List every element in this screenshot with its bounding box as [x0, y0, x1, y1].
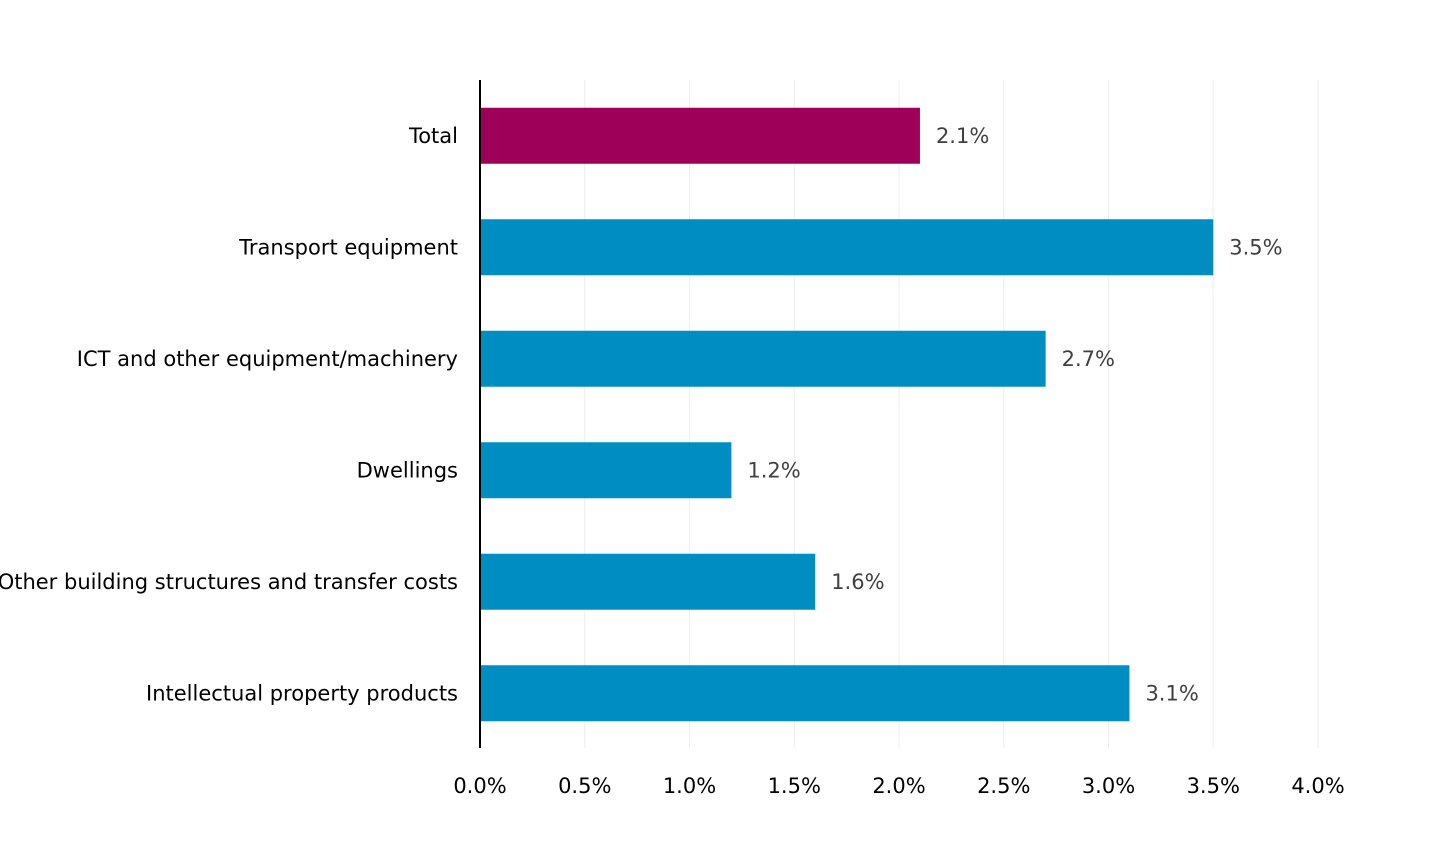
x-tick-label: 3.0% — [1082, 774, 1135, 798]
bar — [480, 107, 920, 164]
data-label: 1.6% — [831, 570, 884, 594]
x-tick-label: 3.5% — [1187, 774, 1240, 798]
data-label: 3.5% — [1229, 235, 1282, 259]
bars — [480, 107, 1214, 722]
category-label: Transport equipment — [238, 235, 458, 259]
gridlines — [584, 80, 1319, 748]
data-label: 3.1% — [1145, 681, 1198, 705]
x-tick-label: 1.5% — [768, 774, 821, 798]
category-label: ICT and other equipment/machinery — [77, 347, 458, 371]
x-tick-label: 2.5% — [977, 774, 1030, 798]
x-tick-label: 0.5% — [558, 774, 611, 798]
bar — [480, 330, 1046, 387]
data-label: 1.2% — [747, 458, 800, 482]
category-label: Total — [408, 124, 458, 148]
category-labels: Total Transport equipment ICT and other eq… — [0, 124, 458, 706]
category-label: Intellectual property products — [146, 681, 458, 705]
x-tick-label: 4.0% — [1291, 774, 1344, 798]
bar — [480, 665, 1130, 722]
x-axis-tick-labels: 0.0% 0.5% 1.0% 1.5% 2.0% 2.5% 3.0% 3.5% 4.0% — [453, 774, 1344, 798]
x-tick-label: 1.0% — [663, 774, 716, 798]
bar — [480, 442, 732, 499]
category-label: Other building structures and transfer c… — [0, 570, 458, 594]
x-tick-label: 0.0% — [453, 774, 506, 798]
value-labels: 2.1% 3.5% 2.7% 1.2% 1.6% 3.1% — [747, 124, 1282, 706]
data-label: 2.1% — [936, 124, 989, 148]
category-label: Dwellings — [357, 458, 458, 482]
x-tick-label: 2.0% — [872, 774, 925, 798]
bar — [480, 219, 1214, 276]
bar — [480, 553, 816, 610]
data-label: 2.7% — [1062, 347, 1115, 371]
